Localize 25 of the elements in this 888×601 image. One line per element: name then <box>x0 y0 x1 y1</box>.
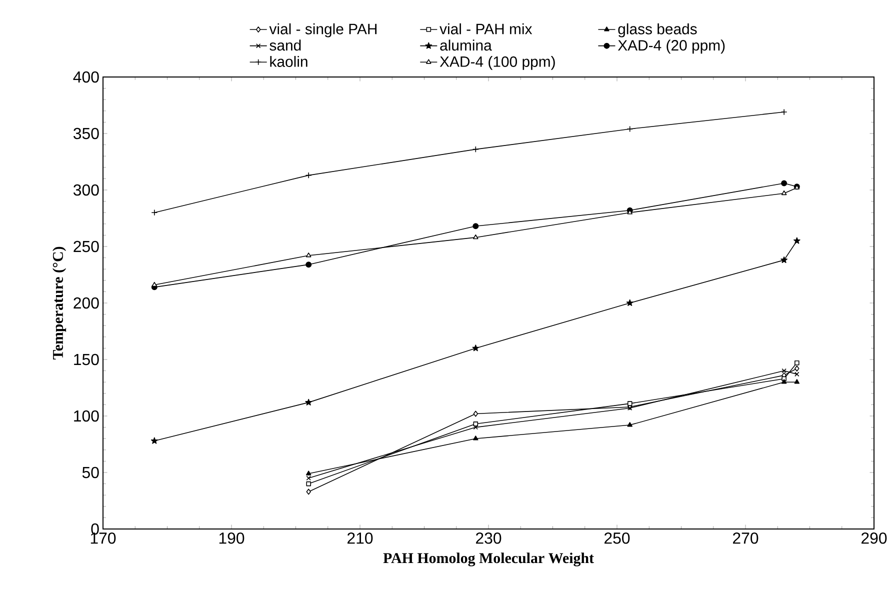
x-tick-label: 250 <box>604 532 630 544</box>
x-tick-label: 230 <box>476 532 502 544</box>
y-tick-label: 200 <box>74 297 99 309</box>
y-axis-title: Temperature (°C) <box>52 246 66 360</box>
x-axis-title: PAH Homolog Molecular Weight <box>383 552 594 566</box>
legend-label: vial - PAH mix <box>440 23 532 34</box>
y-tick-label: 300 <box>73 184 99 196</box>
legend-label: sand <box>270 40 301 51</box>
legend-label: XAD-4 (20 ppm) <box>618 40 725 54</box>
x-tick-label: 290 <box>862 532 887 544</box>
y-tick-label: 150 <box>74 354 99 366</box>
x-tick-label: 270 <box>733 532 758 544</box>
legend-label: glass beads <box>618 23 697 38</box>
y-tick-label: 100 <box>74 410 99 422</box>
x-tick-label: 170 <box>90 532 116 544</box>
x-tick-label: 190 <box>219 532 244 544</box>
y-tick-label: 350 <box>73 128 99 140</box>
y-tick-label: 400 <box>73 71 99 83</box>
legend-label: kaolin <box>270 56 308 67</box>
y-tick-label: 250 <box>74 240 99 252</box>
legend-label: vial - single PAH <box>269 23 377 38</box>
legend-label: XAD-4 (100 ppm) <box>440 56 555 70</box>
x-tick-label: 210 <box>348 532 373 544</box>
legend-label: alumina <box>440 40 492 51</box>
y-tick-label: 50 <box>82 466 99 478</box>
